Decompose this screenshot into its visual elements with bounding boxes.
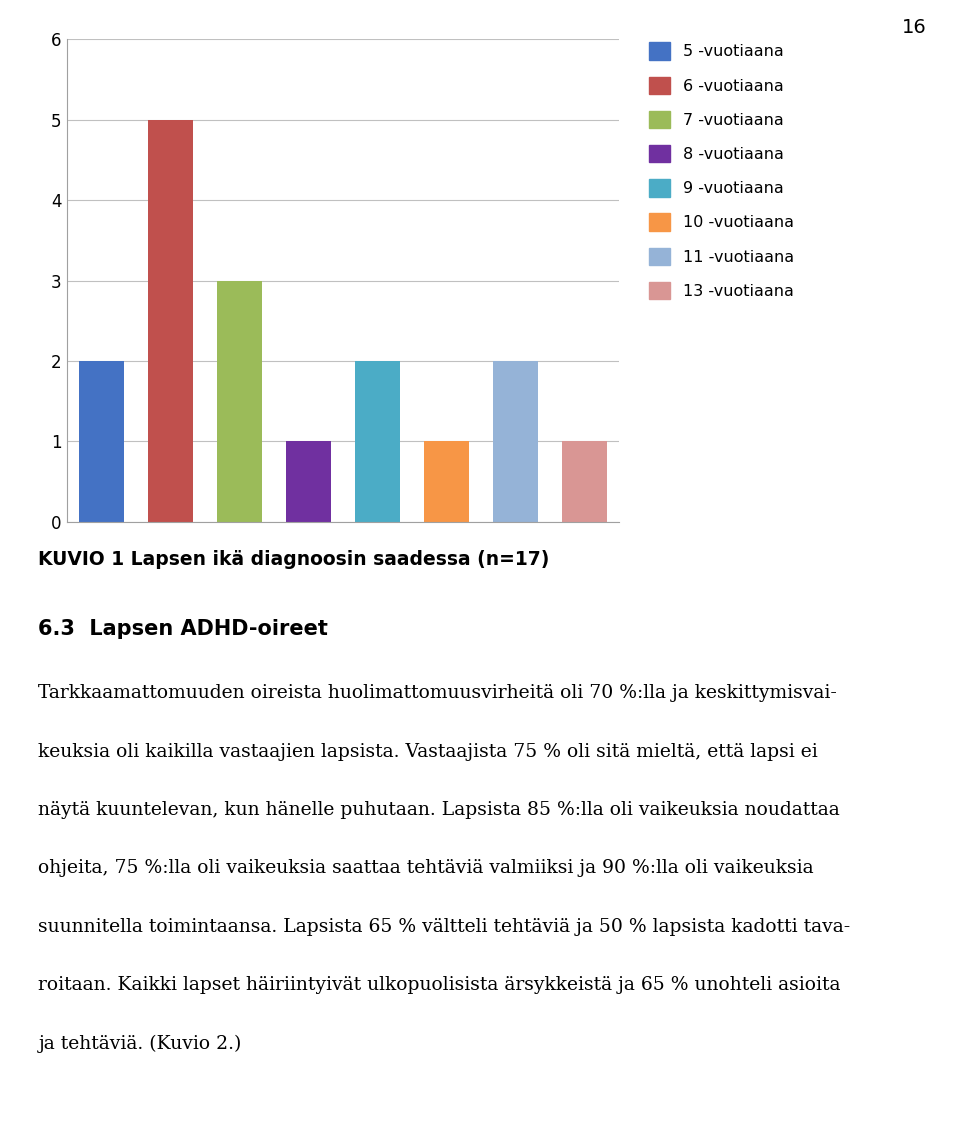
Bar <box>563 441 607 522</box>
Bar <box>286 441 331 522</box>
Bar <box>148 120 193 522</box>
Text: 6.3  Lapsen ADHD-oireet: 6.3 Lapsen ADHD-oireet <box>38 619 328 640</box>
Text: ohjeita, 75 %:lla oli vaikeuksia saattaa tehtäviä valmiiksi ja 90 %:lla oli vaik: ohjeita, 75 %:lla oli vaikeuksia saattaa… <box>38 859 814 877</box>
Bar <box>217 280 262 522</box>
Text: roitaan. Kaikki lapset häiriintyivät ulkopuolisista ärsykkeistä ja 65 % unohteli: roitaan. Kaikki lapset häiriintyivät ulk… <box>38 976 841 994</box>
Text: ja tehtäviä. (Kuvio 2.): ja tehtäviä. (Kuvio 2.) <box>38 1034 242 1052</box>
Text: näytä kuuntelevan, kun hänelle puhutaan. Lapsista 85 %:lla oli vaikeuksia noudat: näytä kuuntelevan, kun hänelle puhutaan.… <box>38 801 840 819</box>
Text: keuksia oli kaikilla vastaajien lapsista. Vastaajista 75 % oli sitä mieltä, että: keuksia oli kaikilla vastaajien lapsista… <box>38 743 818 761</box>
Text: KUVIO 1 Lapsen ikä diagnoosin saadessa (n=17): KUVIO 1 Lapsen ikä diagnoosin saadessa (… <box>38 550 550 569</box>
Text: Tarkkaamattomuuden oireista huolimattomuusvirheitä oli 70 %:lla ja keskittymisva: Tarkkaamattomuuden oireista huolimattomu… <box>38 684 837 702</box>
Bar <box>493 361 539 522</box>
Legend: 5 -vuotiaana, 6 -vuotiaana, 7 -vuotiaana, 8 -vuotiaana, 9 -vuotiaana, 10 -vuotia: 5 -vuotiaana, 6 -vuotiaana, 7 -vuotiaana… <box>649 43 794 300</box>
Bar <box>80 361 124 522</box>
Bar <box>355 361 400 522</box>
Bar <box>424 441 469 522</box>
Text: suunnitella toimintaansa. Lapsista 65 % vältteli tehtäviä ja 50 % lapsista kadot: suunnitella toimintaansa. Lapsista 65 % … <box>38 918 851 936</box>
Text: 16: 16 <box>901 18 926 37</box>
